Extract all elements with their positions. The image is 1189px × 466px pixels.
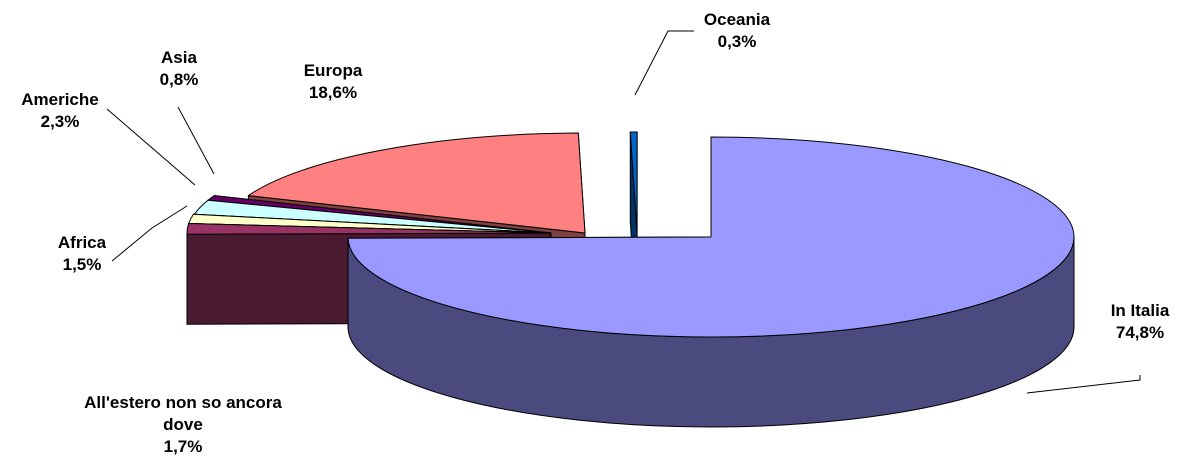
leader-line [634, 30, 694, 96]
slice-label-line: dove [163, 415, 203, 434]
slice-top [247, 132, 586, 234]
leader-line [106, 108, 196, 186]
slice-label-line: Oceania [704, 10, 771, 29]
slice-label-line: 2,3% [41, 112, 80, 131]
slice-in-italia [347, 136, 1075, 428]
slice-label-asia: Asia 0,8% [160, 48, 199, 89]
slice-label-americhe: Americhe 2,3% [21, 90, 98, 131]
slice-label-line: Europa [304, 61, 363, 80]
slice-top [629, 131, 638, 233]
slice-labels: In Italia 74,8% All'estero non so ancora do… [21, 10, 1170, 456]
slice-label-line: Asia [161, 48, 197, 67]
slice-label-line: 0,8% [160, 70, 199, 89]
slice-label-oceania: Oceania 0,3% [704, 10, 771, 51]
slice-label-line: 0,3% [718, 32, 757, 51]
leader-lines [106, 30, 1141, 394]
slice-label-all-estero-non-so-ancora-dove: All'estero non so ancora dove 1,7% [84, 393, 282, 456]
slice-label-line: 18,6% [309, 83, 357, 102]
pie-slices [186, 131, 1075, 428]
leader-line [177, 106, 215, 175]
slice-label-line: 1,5% [63, 255, 102, 274]
leader-line [1026, 375, 1141, 394]
slice-top [347, 136, 1075, 338]
slice-label-line: Africa [58, 233, 107, 252]
slice-label-in-italia: In Italia 74,8% [1111, 301, 1170, 342]
slice-label-line: 74,8% [1116, 323, 1164, 342]
slice-label-europa: Europa 18,6% [304, 61, 363, 102]
slice-label-line: 1,7% [164, 437, 203, 456]
slice-label-africa: Africa 1,5% [58, 233, 107, 274]
slice-top [186, 223, 551, 235]
leader-line [111, 205, 188, 262]
slice-label-line: Americhe [21, 90, 98, 109]
slice-label-line: In Italia [1111, 301, 1170, 320]
slice-label-line: All'estero non so ancora [84, 393, 282, 412]
